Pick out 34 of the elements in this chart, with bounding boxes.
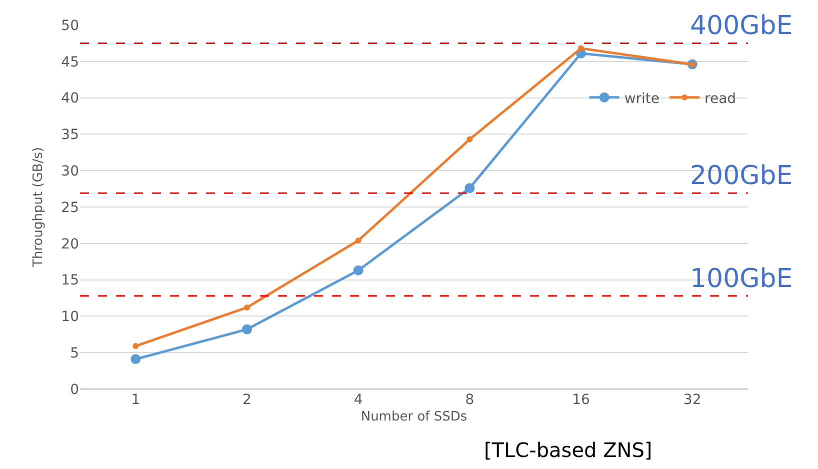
point [244,304,250,310]
y-tick-label: 15 [61,272,79,289]
y-tick-label: 20 [61,236,79,252]
y-tick-label: 45 [61,54,79,70]
point [464,183,475,194]
y-tick-label: 5 [70,346,79,362]
y-axis-title: Throughput (GB/s) [31,147,46,268]
y-tick-label: 40 [61,90,79,107]
x-tick-label: 8 [465,392,474,408]
point [353,265,364,276]
legend-label: write [624,90,660,107]
ref-line-label: 400GbE [690,11,793,41]
ref-line-label: 100GbE [690,264,793,294]
y-tick-label: 30 [61,164,79,180]
x-tick-label: 4 [354,392,363,408]
point [132,343,139,350]
point [130,354,141,364]
x-tick-label: 2 [242,392,252,408]
y-tick-label: 50 [61,18,79,34]
point [355,237,362,244]
y-tick-label: 35 [61,127,79,144]
x-tick-label: 32 [683,392,702,408]
x-tick-label: 1 [131,392,140,408]
point [466,136,473,142]
x-axis-title: Number of SSDs [360,410,468,425]
y-tick-label: 0 [70,382,79,398]
legend-label: read [704,90,736,107]
point [578,45,584,52]
text: [TLC-based ZNS] [484,438,652,462]
y-tick-label: 25 [61,200,79,216]
x-tick-label: 16 [572,392,590,408]
y-tick-label: 10 [61,309,79,326]
point [242,324,252,334]
ref-line-label: 200GbE [690,161,793,191]
